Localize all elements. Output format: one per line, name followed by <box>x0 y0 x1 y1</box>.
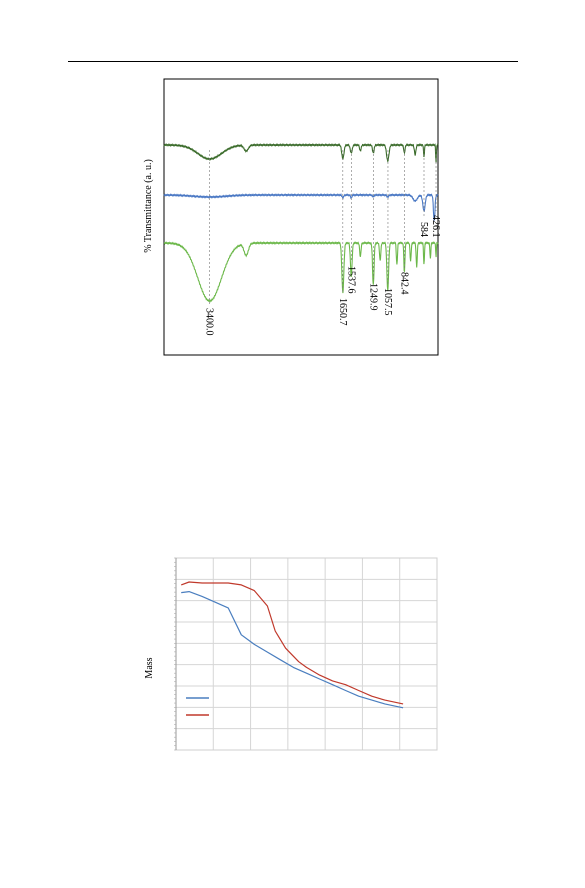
ftir-peak-label-1: 1650.7 <box>337 298 348 326</box>
ftir-series-line-0 <box>163 143 439 164</box>
ftir-peak-label-6: 584 <box>418 222 429 237</box>
ftir-series-group <box>163 143 439 303</box>
tga-series-group <box>180 581 404 709</box>
tga-chart: Mass <box>144 557 438 751</box>
ftir-peak-label-3: 1249.9 <box>367 283 378 311</box>
ftir-series-line-2 <box>163 241 439 303</box>
ftir-peak-lines <box>209 150 437 304</box>
ftir-y-axis-label: % Transmittance (a. u.) <box>143 159 154 253</box>
ftir-peak-label-5: 842.4 <box>398 272 409 295</box>
tga-series-line-0 <box>181 591 404 709</box>
ftir-peak-label-4: 1057.5 <box>382 288 393 316</box>
tga-y-minor-ticks <box>174 557 176 751</box>
tga-y-axis-label: Mass <box>144 657 155 678</box>
ftir-chart: % Transmittance (a. u.) 3400.0 1650.7 1537… <box>143 78 441 356</box>
ftir-peak-label-2: 1537.6 <box>345 266 356 294</box>
header-rule <box>68 61 518 62</box>
ftir-peak-label-7: 426.1 <box>430 215 441 238</box>
tga-legend <box>186 697 209 716</box>
tga-plot-frame <box>175 557 438 751</box>
ftir-peak-labels: 3400.0 1650.7 1537.6 1249.9 1057.5 842.4 584 42… <box>204 215 441 336</box>
tga-series-line-1 <box>180 581 404 705</box>
ftir-plot-frame <box>163 78 439 356</box>
tga-grid <box>176 558 437 750</box>
ftir-series-line-1 <box>163 192 439 221</box>
ftir-peak-label-0: 3400.0 <box>204 308 215 336</box>
